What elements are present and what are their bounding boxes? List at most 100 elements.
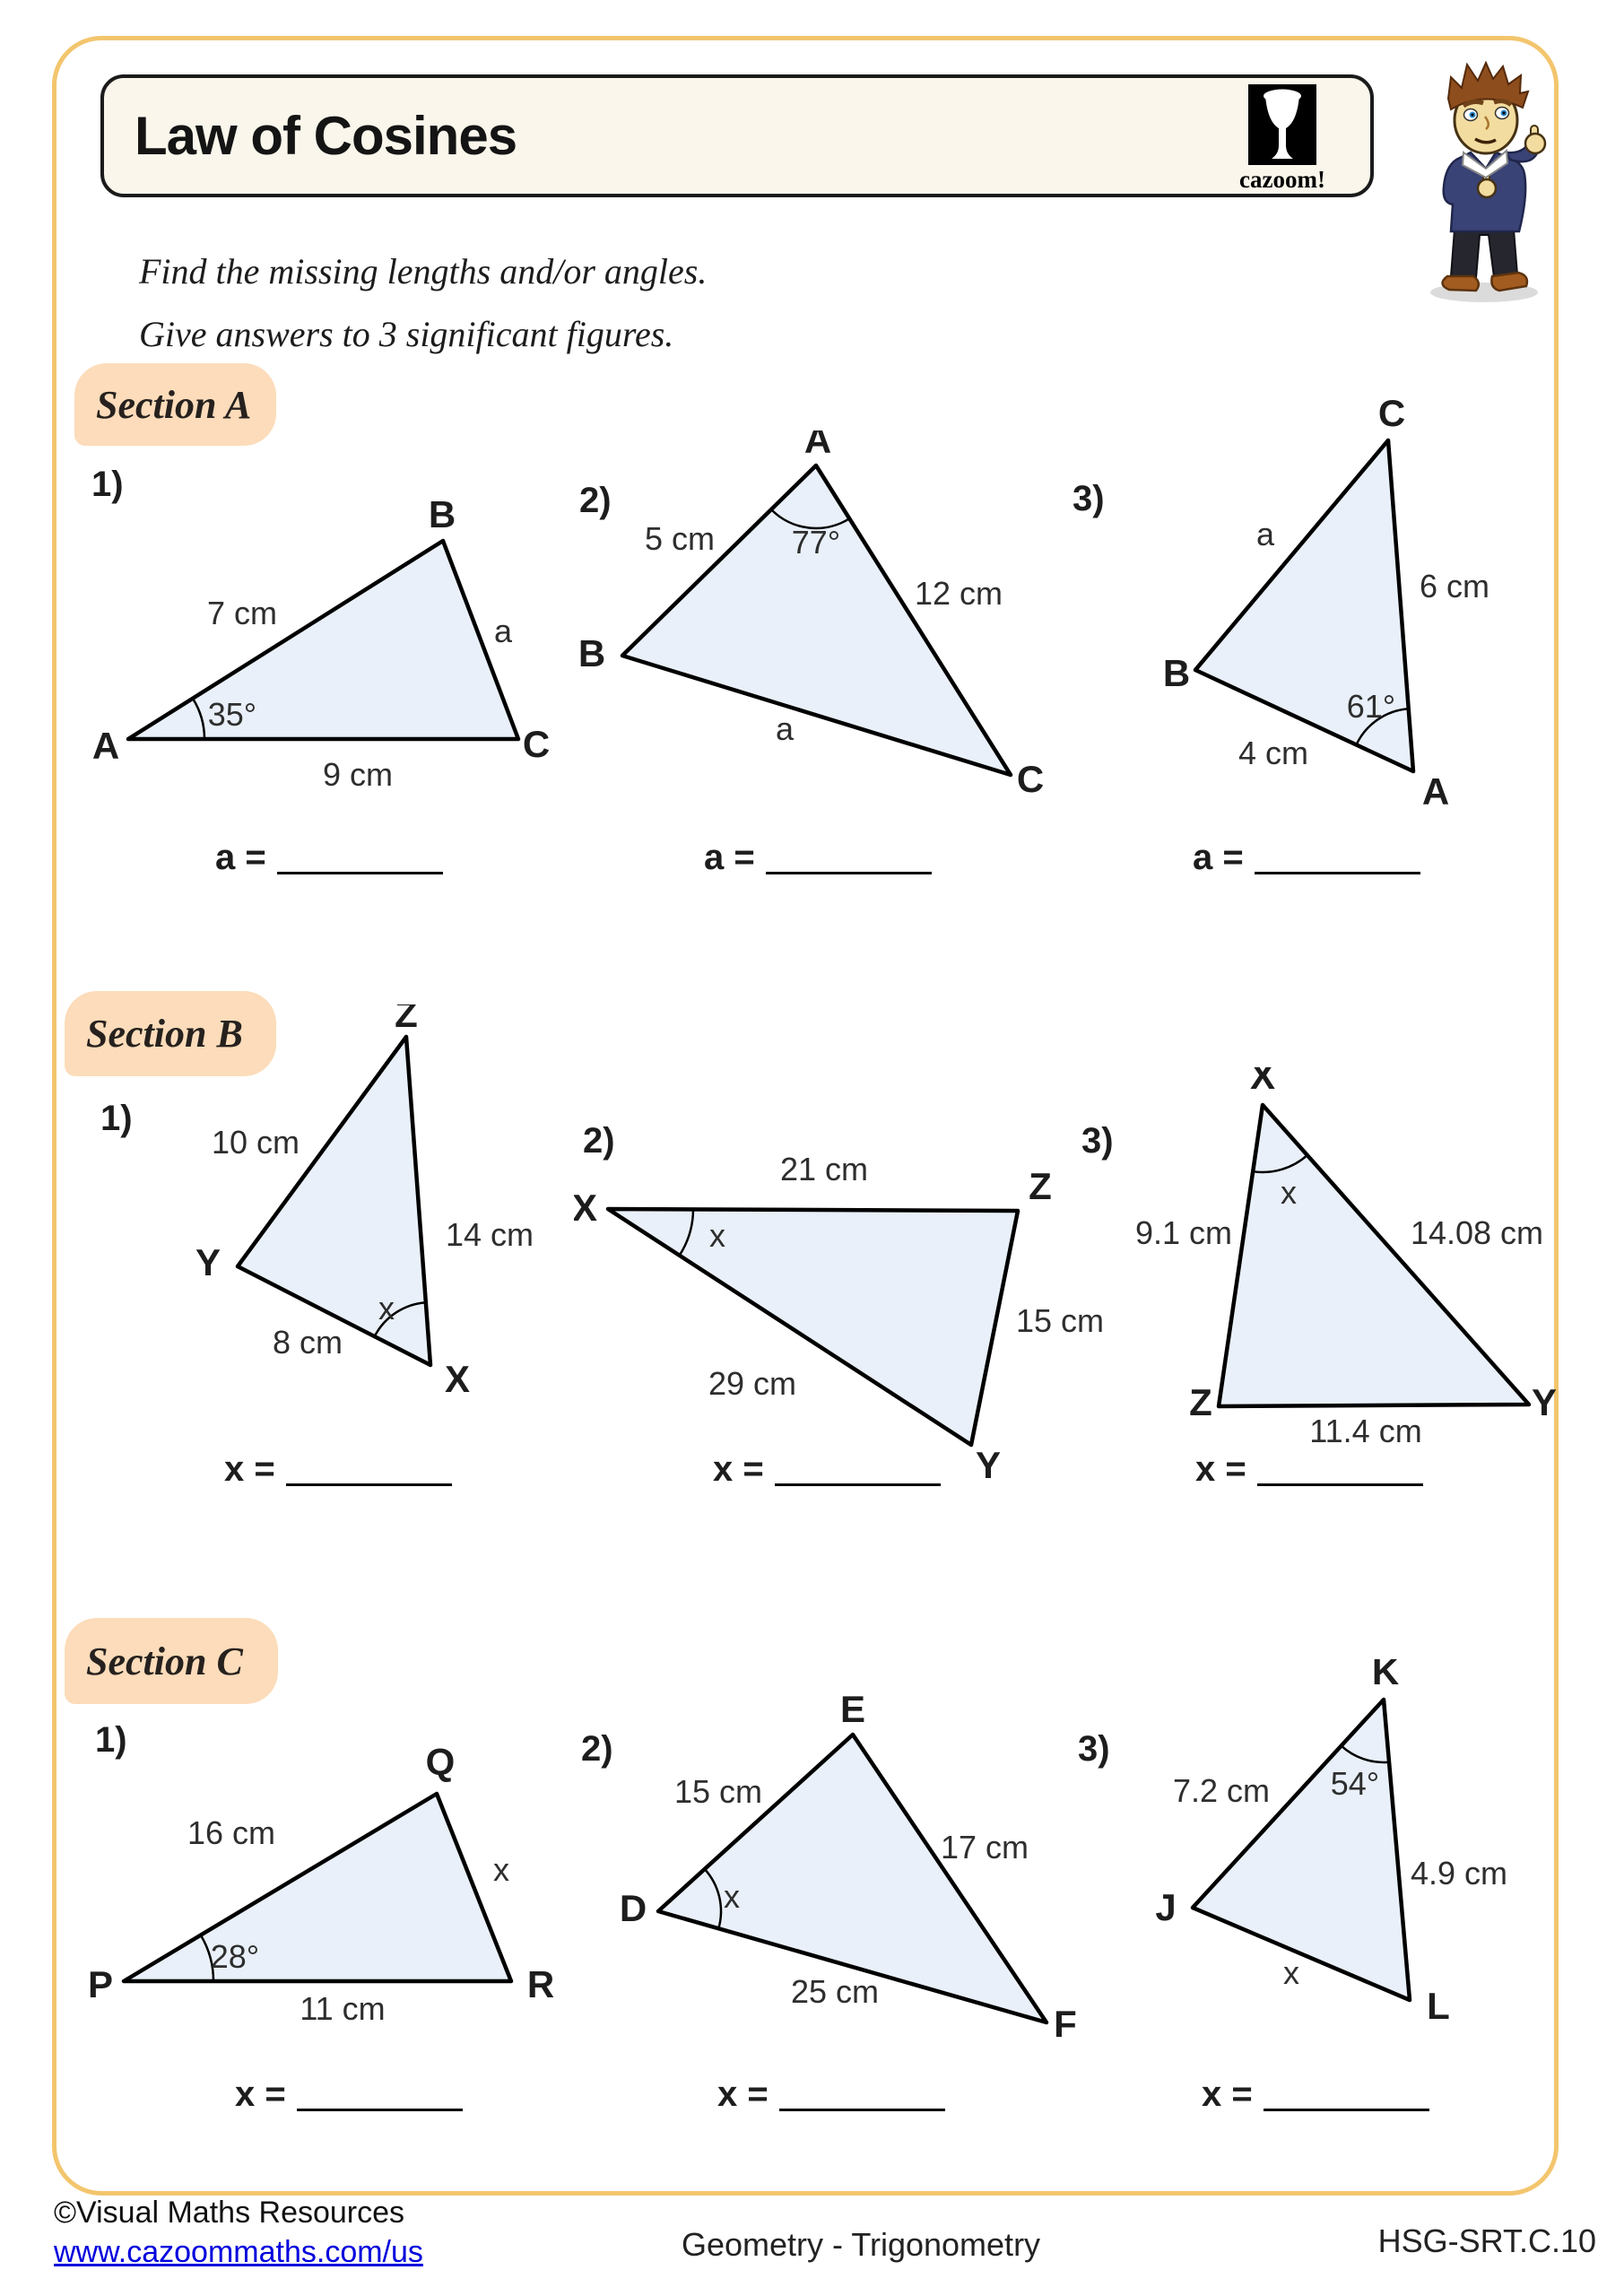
section-label: Section A xyxy=(96,382,252,427)
vertex-label: L xyxy=(1427,1985,1450,2027)
answer-prefix: x = xyxy=(1202,2074,1253,2114)
vertex-label: Q xyxy=(426,1741,456,1783)
answer-row: x = xyxy=(235,2071,463,2115)
angle-arc xyxy=(373,1300,426,1337)
section-label: Section B xyxy=(86,1012,243,1056)
side-label: 4 cm xyxy=(1238,735,1308,771)
angle-label: 61° xyxy=(1347,688,1395,725)
side-label: a xyxy=(494,613,513,649)
angle-arc xyxy=(703,1868,723,1929)
answer-blank xyxy=(285,1451,452,1486)
side-label: 29 cm xyxy=(708,1365,796,1402)
triangle-shape xyxy=(1190,1697,1412,2003)
problem-number: 3) xyxy=(1073,479,1105,518)
answer-blank xyxy=(778,2076,945,2111)
answer-row: x = xyxy=(717,2071,945,2115)
answer-row: a = xyxy=(215,834,443,878)
answer-prefix: x = xyxy=(1195,1449,1246,1489)
side-label: a xyxy=(1256,516,1275,552)
vertex-label: A xyxy=(1422,770,1449,813)
triangle-shape xyxy=(1193,438,1416,774)
problem-number: 1) xyxy=(95,1720,127,1760)
triangle-figure-a1: A B C 7 cm a 9 cm 35° xyxy=(92,493,550,793)
side-label: 5 cm xyxy=(645,520,715,557)
side-label: 9 cm xyxy=(323,756,393,793)
answer-row: a = xyxy=(1193,834,1420,878)
page-title: Law of Cosines xyxy=(135,106,517,166)
side-label: 15 cm xyxy=(1016,1302,1104,1339)
triangle-figure-c3: K J L 7.2 cm 4.9 cm x 54° xyxy=(1155,1659,1507,2027)
section-label: Section C xyxy=(86,1639,243,1683)
vertex-label: C xyxy=(1017,758,1044,800)
answer-prefix: a = xyxy=(215,838,266,877)
title-box: Law of Cosines xyxy=(100,74,1374,197)
vertex-label: E xyxy=(840,1695,865,1730)
side-label: 17 cm xyxy=(941,1829,1029,1866)
answer-blank xyxy=(296,2076,463,2111)
angle-label: x xyxy=(724,1878,740,1915)
angle-label: 28° xyxy=(211,1938,259,1975)
answer-row: x = xyxy=(224,1446,452,1490)
angle-arc xyxy=(770,509,850,530)
angle-label: 77° xyxy=(792,524,840,561)
side-label: x xyxy=(493,1851,509,1888)
instruction-line-2: Give answers to 3 significant figures. xyxy=(139,314,674,354)
vertex-label: X xyxy=(445,1358,470,1400)
side-label: 16 cm xyxy=(187,1814,275,1851)
answer-prefix: x = xyxy=(224,1449,275,1489)
mascot-boy-illustration xyxy=(1430,60,1547,302)
vertex-label: Z xyxy=(395,1004,418,1035)
side-label: 6 cm xyxy=(1420,568,1489,604)
side-label: 15 cm xyxy=(674,1773,762,1810)
side-label: 7.2 cm xyxy=(1173,1772,1270,1809)
side-label: 4.9 cm xyxy=(1411,1855,1507,1892)
triangle-figure-a2: A B C 5 cm 12 cm a 77° xyxy=(578,430,1044,800)
vertex-label: C xyxy=(523,723,550,765)
vertex-label: B xyxy=(1163,652,1190,694)
angle-label: 35° xyxy=(208,696,256,733)
triangle-shape xyxy=(235,1034,433,1368)
problem-number: 3) xyxy=(1078,1729,1110,1769)
angle-arc xyxy=(191,698,206,740)
side-label: 14.08 cm xyxy=(1411,1214,1543,1251)
problem-number: 3) xyxy=(1081,1121,1114,1161)
triangle-shape xyxy=(656,1732,1049,2025)
vertex-label: A xyxy=(92,725,119,767)
problem-number: 2) xyxy=(579,481,612,520)
vertex-label: Z xyxy=(1029,1165,1052,1207)
side-label: 11.4 cm xyxy=(1309,1413,1421,1449)
triangle-shape xyxy=(121,1791,514,1984)
triangle-figure-c2: E D F 15 cm 17 cm 25 cm x xyxy=(620,1695,1077,2045)
answer-blank xyxy=(276,839,443,874)
answer-row: x = xyxy=(1195,1446,1423,1490)
side-label: 8 cm xyxy=(273,1324,343,1361)
vertex-label: D xyxy=(620,1887,647,1929)
answer-prefix: x = xyxy=(235,2074,286,2114)
answer-blank xyxy=(765,839,932,874)
side-label: 21 cm xyxy=(780,1151,868,1187)
instruction-line-1: Find the missing lengths and/or angles. xyxy=(139,251,708,291)
side-label: a xyxy=(776,710,795,747)
vertex-label: F xyxy=(1054,2003,1077,2045)
angle-label: x xyxy=(378,1290,395,1326)
answer-row: a = xyxy=(704,834,932,878)
triangle-figure-c1: Q P R 16 cm x 11 cm 28° xyxy=(90,1741,554,2027)
angle-arc xyxy=(199,1934,215,1982)
footer-link[interactable]: www.cazoommaths.com/us xyxy=(54,2235,423,2269)
vertex-label: Y xyxy=(195,1241,221,1283)
side-label: x xyxy=(1283,1954,1299,1991)
problem-number: 2) xyxy=(581,1729,613,1769)
answer-blank xyxy=(774,1451,941,1486)
side-label: 7 cm xyxy=(207,595,277,631)
vertex-label: X xyxy=(1250,1067,1275,1097)
triangle-shape xyxy=(1216,1102,1532,1409)
triangle-shape xyxy=(620,463,1013,778)
answer-blank xyxy=(1254,839,1420,874)
footer-subject: Geometry - Trigonometry xyxy=(681,2226,1041,2263)
vertex-label: Y xyxy=(976,1444,1001,1486)
page-frame xyxy=(52,36,1559,2196)
problem-number: 1) xyxy=(91,465,124,504)
answer-blank xyxy=(1256,1451,1423,1486)
vertex-label: B xyxy=(429,493,456,535)
angle-arc xyxy=(678,1209,695,1257)
